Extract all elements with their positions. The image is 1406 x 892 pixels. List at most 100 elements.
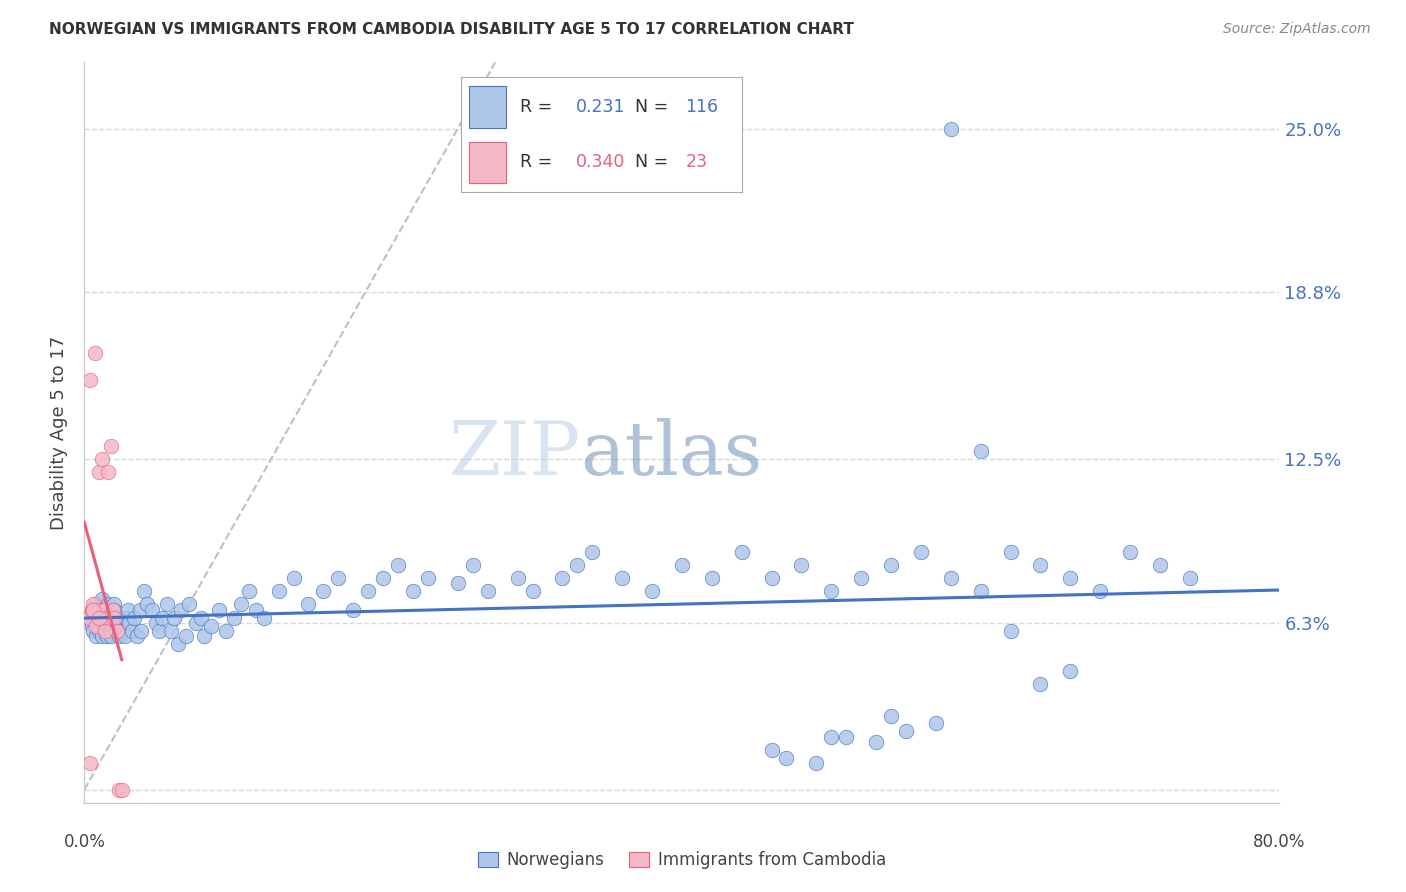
Point: [820, 584, 842, 599]
Point: [100, 624, 122, 638]
Point: [522, 584, 544, 599]
Point: [103, 603, 125, 617]
Point: [115, 611, 138, 625]
Point: [80, 603, 103, 617]
Point: [215, 624, 238, 638]
Point: [925, 716, 948, 731]
Point: [238, 584, 260, 599]
Point: [77, 611, 100, 625]
Point: [880, 558, 903, 572]
Point: [94, 624, 117, 638]
Point: [851, 571, 873, 585]
Point: [103, 611, 125, 625]
Point: [111, 782, 134, 797]
Point: [82, 598, 104, 612]
Point: [90, 611, 112, 625]
Point: [86, 629, 108, 643]
Point: [231, 598, 253, 612]
Point: [641, 584, 664, 599]
Point: [91, 629, 114, 643]
Point: [167, 637, 190, 651]
Point: [114, 629, 136, 643]
Point: [160, 624, 183, 638]
Point: [136, 598, 159, 612]
Point: [328, 571, 350, 585]
Point: [89, 624, 111, 638]
Point: [104, 615, 127, 630]
Point: [110, 611, 132, 625]
Point: [79, 756, 101, 771]
Point: [387, 558, 409, 572]
Point: [186, 615, 208, 630]
Point: [163, 611, 186, 625]
Point: [402, 584, 425, 599]
Text: NORWEGIAN VS IMMIGRANTS FROM CAMBODIA DISABILITY AGE 5 TO 17 CORRELATION CHART: NORWEGIAN VS IMMIGRANTS FROM CAMBODIA DI…: [49, 22, 853, 37]
Point: [91, 452, 114, 467]
Point: [880, 708, 903, 723]
Point: [89, 611, 111, 625]
Point: [416, 571, 439, 585]
Point: [612, 571, 634, 585]
Point: [82, 624, 104, 638]
Point: [91, 592, 114, 607]
Point: [297, 598, 319, 612]
Point: [312, 584, 335, 599]
Point: [105, 624, 128, 638]
Point: [373, 571, 395, 585]
Point: [111, 618, 134, 632]
Point: [132, 584, 156, 599]
Text: Source: ZipAtlas.com: Source: ZipAtlas.com: [1223, 22, 1371, 37]
Point: [93, 603, 115, 617]
Point: [80, 618, 103, 632]
Point: [87, 615, 110, 630]
Point: [835, 730, 858, 744]
Text: ZIP: ZIP: [449, 418, 581, 491]
Point: [581, 544, 603, 558]
Point: [1059, 664, 1081, 678]
Point: [93, 615, 115, 630]
Point: [790, 558, 813, 572]
Point: [253, 611, 276, 625]
Point: [96, 611, 118, 625]
Point: [190, 611, 212, 625]
Point: [121, 624, 143, 638]
Point: [894, 724, 917, 739]
Point: [100, 629, 122, 643]
Point: [83, 611, 105, 625]
Point: [89, 465, 111, 479]
Point: [506, 571, 529, 585]
Point: [103, 598, 125, 612]
Point: [222, 611, 245, 625]
Point: [79, 373, 101, 387]
Point: [267, 584, 290, 599]
Point: [567, 558, 589, 572]
Text: 80.0%: 80.0%: [1253, 833, 1306, 851]
Point: [86, 598, 108, 612]
Point: [150, 611, 173, 625]
Point: [461, 558, 484, 572]
Point: [107, 629, 129, 643]
Point: [112, 624, 135, 638]
Point: [90, 611, 112, 625]
Point: [551, 571, 574, 585]
Point: [477, 584, 499, 599]
Point: [80, 603, 103, 617]
Y-axis label: Disability Age 5 to 17: Disability Age 5 to 17: [49, 335, 67, 530]
Legend: Norwegians, Immigrants from Cambodia: Norwegians, Immigrants from Cambodia: [471, 845, 893, 876]
Point: [174, 629, 197, 643]
Point: [1029, 677, 1052, 691]
Point: [101, 603, 124, 617]
Point: [105, 624, 128, 638]
Point: [1000, 544, 1022, 558]
Point: [77, 611, 100, 625]
Point: [1059, 571, 1081, 585]
Point: [170, 603, 193, 617]
Text: atlas: atlas: [581, 418, 762, 491]
Point: [1149, 558, 1171, 572]
Point: [700, 571, 723, 585]
Point: [1090, 584, 1112, 599]
Point: [283, 571, 305, 585]
Point: [357, 584, 380, 599]
Point: [200, 618, 222, 632]
Point: [97, 598, 120, 612]
